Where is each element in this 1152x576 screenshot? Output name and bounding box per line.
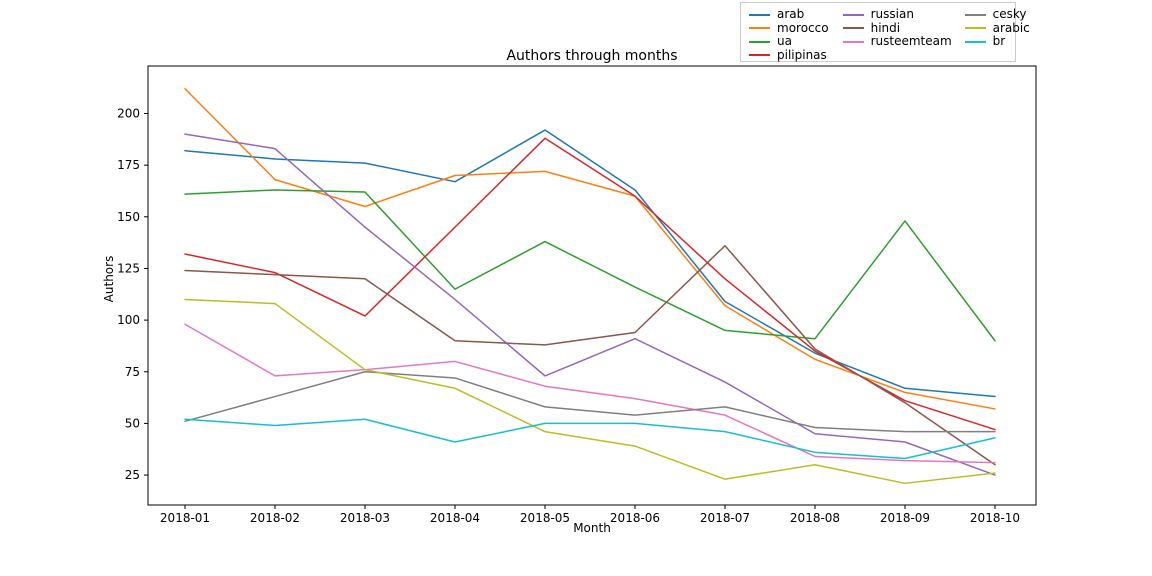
x-tick-label: 2018-06 [610, 511, 660, 525]
x-axis-label: Month [573, 521, 611, 535]
legend-box: arab morocco ua pilipinas russian hindi rustee… [740, 2, 1030, 62]
legend-label: br [992, 34, 1006, 49]
x-tick-label: 2018-02 [250, 511, 300, 525]
legend-item-br: br [964, 34, 1027, 49]
series-line-arab [184, 129, 996, 398]
legend-label: hindi [870, 20, 901, 35]
x-tick-label: 2018-05 [520, 511, 570, 525]
legend-line-swatch [749, 13, 770, 16]
legend-item-cesky: cesky [964, 7, 1027, 22]
series-line-rusteemteam [184, 323, 996, 464]
y-tick-label: 25 [125, 468, 140, 482]
series-line-cesky [184, 371, 996, 433]
x-tick-label: 2018-03 [340, 511, 390, 525]
legend-item-pilipinas: pilipinas [749, 47, 829, 63]
series-line-br [184, 418, 996, 460]
x-tick-label: 2018-10 [970, 511, 1020, 525]
legend-line-swatch [964, 27, 986, 30]
legend-line-swatch [749, 27, 770, 30]
series-line-russian [184, 133, 996, 476]
y-tick-label: 125 [117, 261, 140, 275]
legend-label: rusteemteam [870, 34, 952, 49]
x-tick-label: 2018-09 [880, 511, 930, 525]
legend-item-hindi: hindi [842, 20, 951, 36]
series-line-pilipinas [184, 137, 996, 431]
legend-line-swatch [749, 40, 770, 43]
legend-label: arabic [992, 20, 1030, 35]
legend-column: arab morocco ua pilipinas [749, 8, 829, 62]
y-tick-label: 75 [125, 365, 140, 379]
series-line-ua [184, 189, 996, 342]
x-tick-label: 2018-04 [430, 511, 480, 525]
x-tick-label: 2018-07 [700, 511, 750, 525]
legend-column: russian hindi rusteemteam [842, 7, 952, 49]
legend-label: cesky [992, 7, 1027, 22]
x-tick-label: 2018-08 [790, 511, 840, 525]
y-tick-label: 200 [117, 107, 140, 121]
y-axis-label: Authors [102, 255, 116, 303]
legend-column: cesky arabic br [964, 7, 1030, 49]
legend-item-russian: russian [842, 7, 951, 22]
x-tick-label: 2018-01 [160, 511, 210, 525]
legend-label: morocco [777, 20, 829, 35]
legend-item-arabic: arabic [964, 20, 1030, 36]
y-tick-label: 50 [125, 416, 140, 430]
legend-item-ua: ua [749, 35, 829, 49]
y-tick-label: 150 [117, 210, 140, 224]
legend-line-swatch [749, 54, 770, 57]
axes-frame [147, 65, 1037, 506]
series-line-hindi [184, 244, 996, 466]
legend-label: pilipinas [777, 47, 827, 62]
legend-line-swatch [964, 40, 986, 43]
legend-line-swatch [842, 40, 864, 43]
legend-line-swatch [964, 13, 986, 16]
legend-line-swatch [842, 13, 864, 16]
legend-line-swatch [842, 27, 864, 30]
legend-item-arab: arab [749, 8, 829, 22]
y-tick-label: 175 [117, 158, 140, 172]
legend-label: arab [777, 7, 805, 22]
legend-label: ua [777, 34, 792, 49]
legend-item-rusteemteam: rusteemteam [842, 34, 952, 49]
legend-item-morocco: morocco [749, 20, 829, 36]
legend-label: russian [870, 7, 914, 22]
series-line-morocco [184, 87, 996, 410]
chart-title: Authors through months [506, 48, 678, 64]
y-tick-label: 100 [117, 313, 140, 327]
series-line-arabic [184, 298, 996, 485]
